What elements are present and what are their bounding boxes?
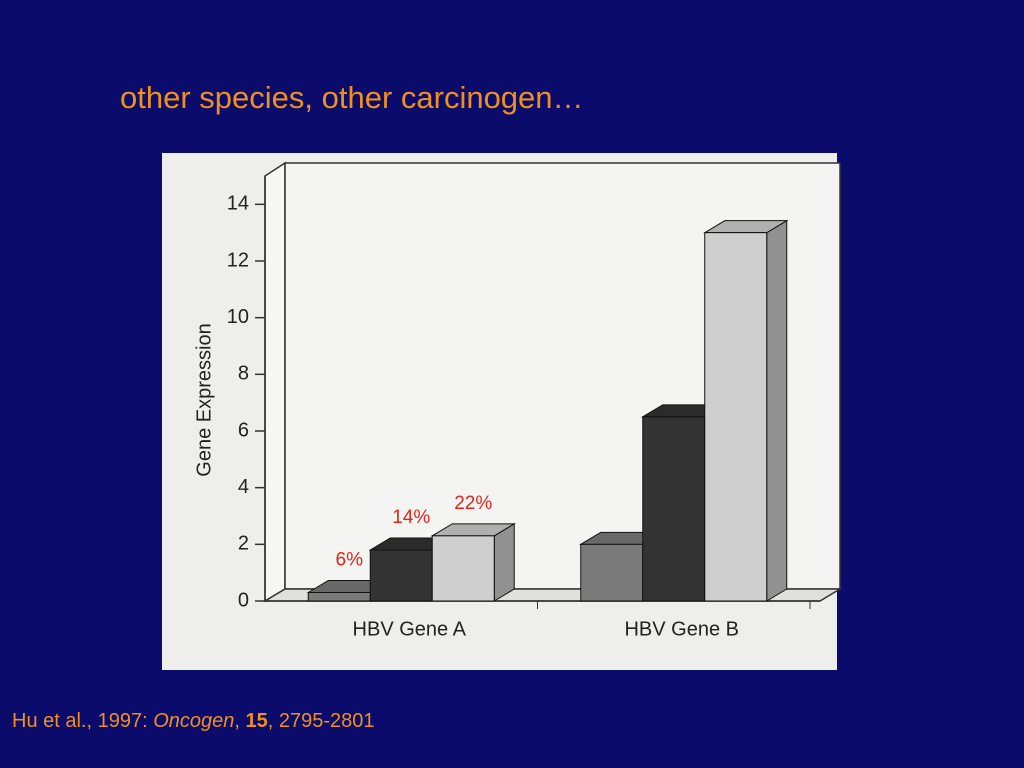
y-tick-label: 14 (227, 193, 249, 215)
y-tick-label: 12 (227, 249, 249, 271)
bar (580, 543, 644, 602)
citation: Hu et al., 1997: Oncogen, 15, 2795-2801 (12, 710, 375, 732)
y-tick-label: 10 (227, 306, 249, 328)
bar-side (766, 219, 788, 602)
x-tick-label: HBV Gene B (624, 618, 739, 640)
y-tick-label: 4 (238, 476, 249, 498)
citation-pages: , 2795-2801 (268, 710, 375, 732)
citation-journal: Oncogen (153, 710, 234, 732)
citation-authors: Hu et al., 1997: (12, 710, 153, 732)
x-tick-label: HBV Gene A (353, 618, 467, 640)
citation-sep: , (234, 710, 245, 732)
y-tick-label: 8 (238, 363, 249, 385)
y-tick-label: 6 (238, 419, 249, 441)
bar (704, 232, 768, 602)
back-wall (264, 161, 286, 603)
y-tick-label: 0 (238, 589, 249, 611)
annotation: 6% (336, 550, 364, 571)
bar-side (493, 522, 515, 602)
y-axis-label: Gene Expression (193, 323, 215, 476)
citation-volume: 15 (246, 710, 268, 732)
bar (642, 416, 706, 602)
bar (369, 549, 433, 602)
y-tick-label: 2 (238, 533, 249, 555)
bar (431, 535, 495, 602)
slide-title: other species, other carcinogen… (120, 80, 584, 115)
annotation: 14% (392, 507, 430, 528)
bar (307, 592, 371, 602)
annotation: 22% (454, 493, 492, 514)
chart: 0 2 4 6 8 10 12 14 HBV Gene A HBV Gene B 6% 14% 22% (227, 161, 843, 640)
